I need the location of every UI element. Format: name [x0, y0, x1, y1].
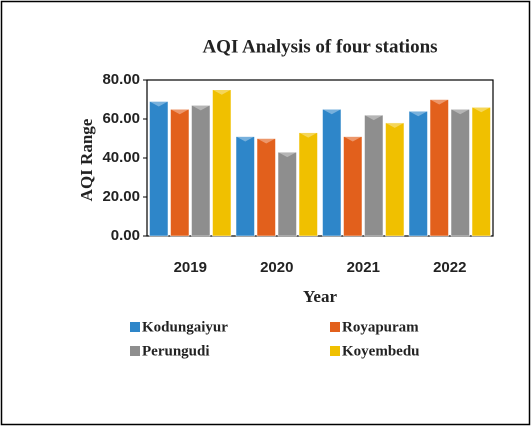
legend-label: Royapuram	[342, 319, 419, 335]
bar	[256, 138, 276, 237]
bar-cap	[212, 89, 231, 95]
bar	[298, 132, 318, 237]
x-tick-label: 2021	[347, 259, 380, 276]
bar-cap	[236, 136, 255, 142]
bar-cap	[299, 132, 318, 138]
bar	[343, 136, 363, 237]
bar-cap	[170, 109, 189, 115]
legend-swatch	[130, 346, 140, 356]
bar	[212, 89, 232, 237]
bar-cap	[257, 138, 276, 144]
y-axis-label: AQI Range	[77, 118, 96, 201]
y-tick-label: 0.00	[111, 227, 140, 244]
bar-cap	[430, 99, 449, 105]
legend-label: Kodungaiyur	[142, 319, 228, 335]
bar	[450, 109, 470, 237]
y-tick-label: 80.00	[102, 71, 140, 88]
bar-cap	[191, 105, 210, 111]
legend-swatch	[330, 322, 340, 332]
bar	[471, 107, 491, 237]
legend-label: Perungudi	[142, 343, 210, 359]
bar-cap	[278, 152, 297, 158]
x-tick-label: 2020	[260, 259, 293, 276]
bar	[235, 136, 255, 237]
bar	[322, 109, 342, 237]
y-tick-label: 20.00	[102, 188, 140, 205]
bar	[429, 99, 449, 237]
chart-title: AQI Analysis of four stations	[202, 36, 437, 57]
x-axis-label: Year	[303, 287, 337, 306]
bar-cap	[364, 115, 383, 121]
bar	[385, 122, 405, 237]
y-tick-label: 40.00	[102, 149, 140, 166]
legend-swatch	[130, 322, 140, 332]
x-tick-label: 2022	[433, 259, 466, 276]
bar	[191, 105, 211, 237]
bar	[277, 151, 297, 237]
legend-label: Koyembedu	[342, 343, 420, 359]
bar-cap	[322, 109, 341, 115]
bar-cap	[385, 122, 404, 128]
bar-cap	[409, 111, 428, 117]
bar	[364, 114, 384, 237]
bar-cap	[472, 107, 491, 113]
x-tick-label: 2019	[174, 259, 207, 276]
bar	[170, 109, 190, 237]
bar	[408, 110, 428, 237]
bar-cap	[149, 101, 168, 107]
legend-swatch	[330, 346, 340, 356]
bar	[149, 101, 169, 237]
bar-cap	[451, 109, 470, 115]
bar-cap	[343, 136, 362, 142]
y-tick-label: 60.00	[102, 110, 140, 127]
